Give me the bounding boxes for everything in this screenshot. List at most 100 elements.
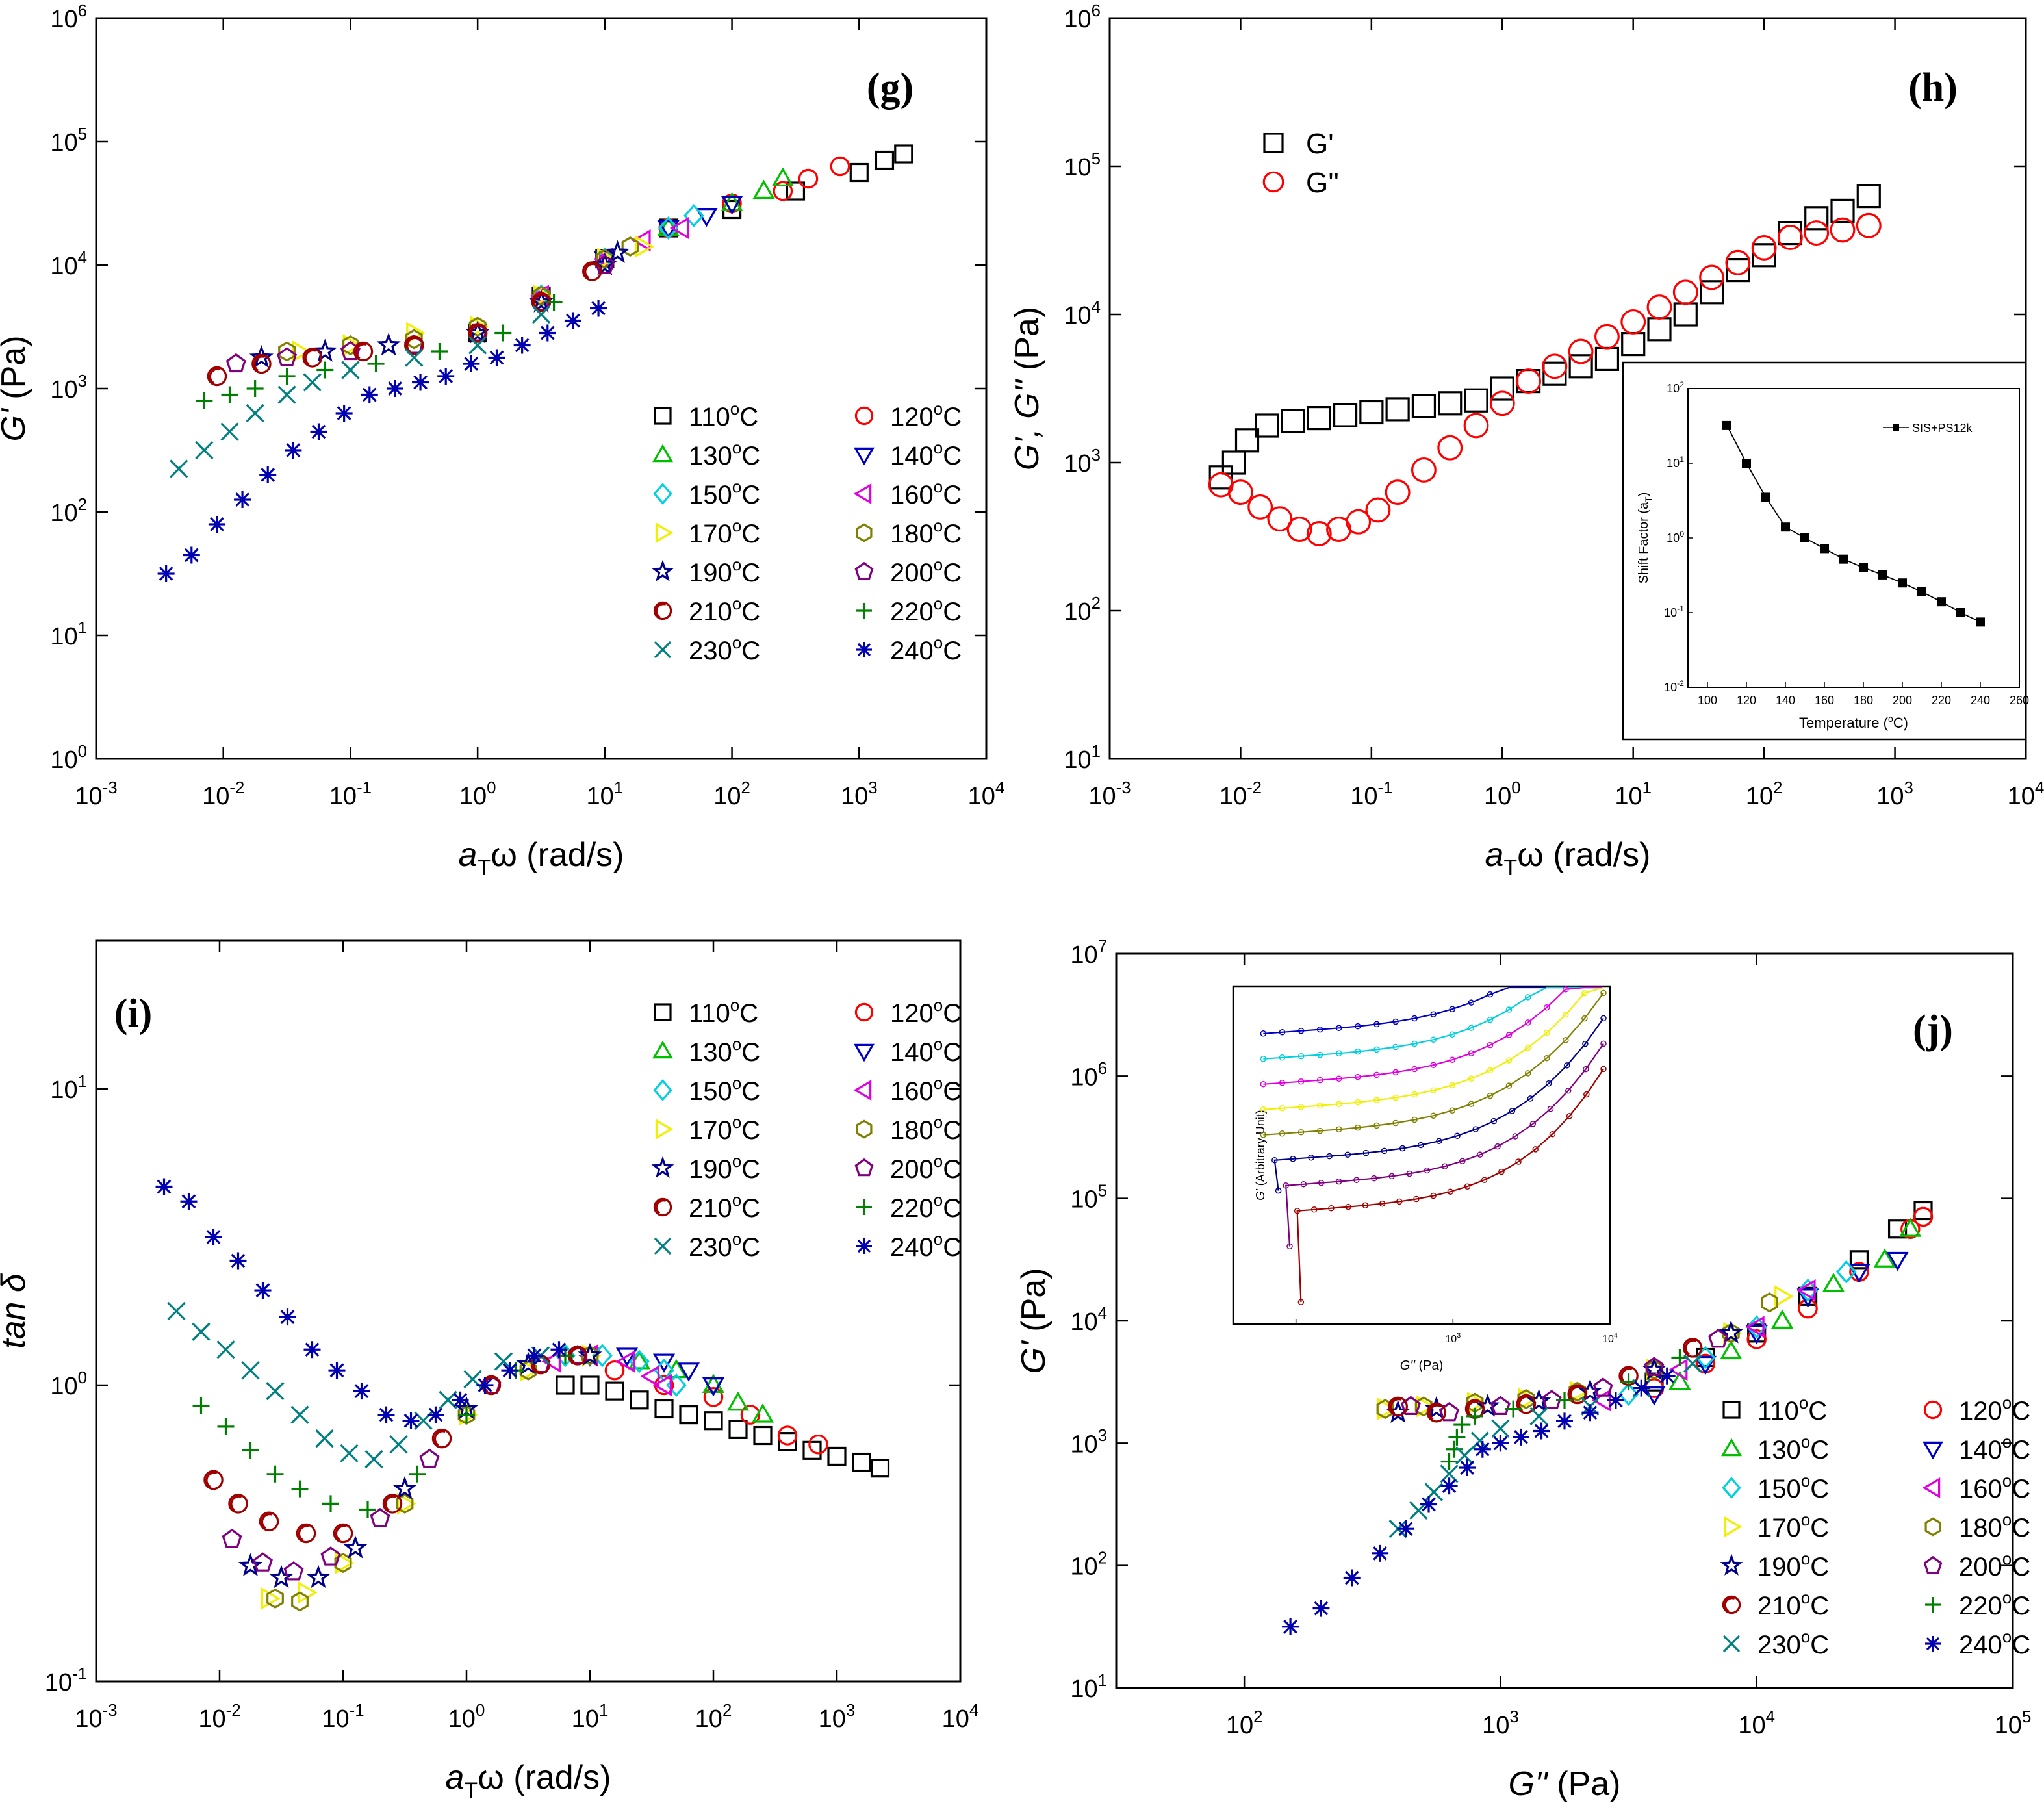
inset-vgp-point [1336,1075,1342,1082]
inset-vgp-point [1543,1004,1550,1011]
inset-vgp-point [1459,1158,1466,1164]
legend-marker [1262,171,1284,193]
inset-vgp-point [1477,1151,1483,1158]
inset-vgp-point [1487,991,1494,998]
data-point [1490,1396,1511,1416]
legend-marker [1923,1400,1943,1420]
data-point [1647,317,1672,342]
data-point [343,1535,368,1559]
series-220°C [196,294,563,409]
data-point [402,1412,420,1429]
data-point [340,1444,359,1463]
data-point [702,1377,725,1397]
inset-vgp-point [1275,1187,1282,1194]
data-point [802,1440,822,1460]
inset-vgp-point [1515,1158,1522,1165]
data-point [457,1405,476,1425]
data-point [1822,1273,1845,1292]
data-point [519,1360,537,1381]
inset-vgp-point [1487,1092,1494,1099]
inset-data-point [1781,522,1790,532]
data-point [405,348,424,367]
data-point [217,1418,235,1435]
y-tick-label: 10-1 [45,1665,87,1696]
data-point [431,343,448,360]
inset-vgp-point [1355,1023,1361,1030]
y-axis-label: G', G'' (Pa) [1008,307,1046,470]
data-point [679,1405,698,1425]
inset-vgp-point [1392,1018,1399,1025]
data-point [1849,1250,1869,1270]
data-point [427,1406,444,1423]
data-point [291,1591,309,1612]
data-point [615,1350,635,1373]
inset-vgp-point [1297,1103,1305,1110]
inset-x-axis-label: G'' (Pa) [1400,1359,1444,1373]
series-220°C [192,1347,574,1518]
data-point [1618,1382,1639,1407]
legend-marker [654,1003,672,1021]
data-point [652,1373,672,1397]
x-tick-label: 102 [713,779,750,810]
inset-vgp-point [1294,1208,1301,1214]
data-point [207,366,227,387]
data-point [1644,1357,1665,1376]
data-point [1725,249,1751,275]
data-point [1491,1419,1510,1438]
x-axis-label: aTω (rad/s) [1485,836,1651,880]
x-tick-label: 10-3 [75,1702,117,1733]
y-tick-label: 106 [1064,2,1101,33]
y-tick-label: 101 [50,1073,87,1104]
inset-vgp-point [1271,1157,1278,1164]
legend-marker [854,406,874,426]
inset-vgp-point [1509,1108,1516,1114]
legend-marker [854,1158,874,1177]
data-point [532,286,550,306]
inset-data-point [1937,597,1946,607]
inset-vgp-point [1449,1082,1456,1088]
inset-vgp-point [1600,1015,1607,1022]
inset-vgp-point [1411,1066,1418,1073]
inset-vgp-point [1447,1188,1454,1195]
data-point [1400,1396,1421,1416]
inset-shift-factor: 100 120 140 160 180 200 220 240 260 10-2 10-1 100 10… [1622,361,2029,741]
inset-vgp-point [1436,1138,1442,1144]
inset-vgp-point [1505,1032,1513,1038]
data-point [220,422,239,441]
inset-vgp-point [1297,1129,1305,1136]
inset-vgp-point [1260,1132,1267,1138]
legend-label: 240oC [1959,1627,2030,1659]
data-point [222,1528,242,1548]
inset-vgp-point [1353,1177,1360,1184]
data-point [458,1406,475,1423]
data-point [1771,1309,1794,1329]
inset-vgp-point [1399,1145,1406,1152]
inset-data-point [1976,617,1985,627]
data-point [1658,1367,1676,1385]
x-axis-label: aTω (rad/s) [459,836,624,880]
inset-vgp-point [1300,1181,1307,1188]
legend-label: 140oC [890,438,962,470]
legend-label: 180oC [890,1112,962,1145]
inset-x-tick-label: 160 [1815,694,1834,707]
data-point [578,1342,602,1366]
data-point [728,1420,748,1439]
panel-label: (i) [114,991,153,1036]
x-tick-label: 103 [841,779,878,810]
inset-vgp-point [1297,1299,1305,1305]
inset-vgp-point [1468,1101,1475,1107]
data-point [278,368,296,385]
legend-marker [1722,1595,1741,1614]
y-tick-label: 100 [50,1369,87,1400]
legend-label: 190oC [1757,1549,1829,1581]
panel-label: (g) [867,66,913,110]
data-point [1464,388,1488,413]
data-point [1682,1338,1703,1358]
inset-vgp-point [1362,1202,1369,1209]
data-point [277,347,298,366]
data-point [777,1425,798,1446]
data-point [1455,1446,1474,1465]
data-point [303,1341,321,1359]
inset-vgp-point [1430,1112,1437,1119]
inset-vgp-point [1392,1119,1399,1127]
